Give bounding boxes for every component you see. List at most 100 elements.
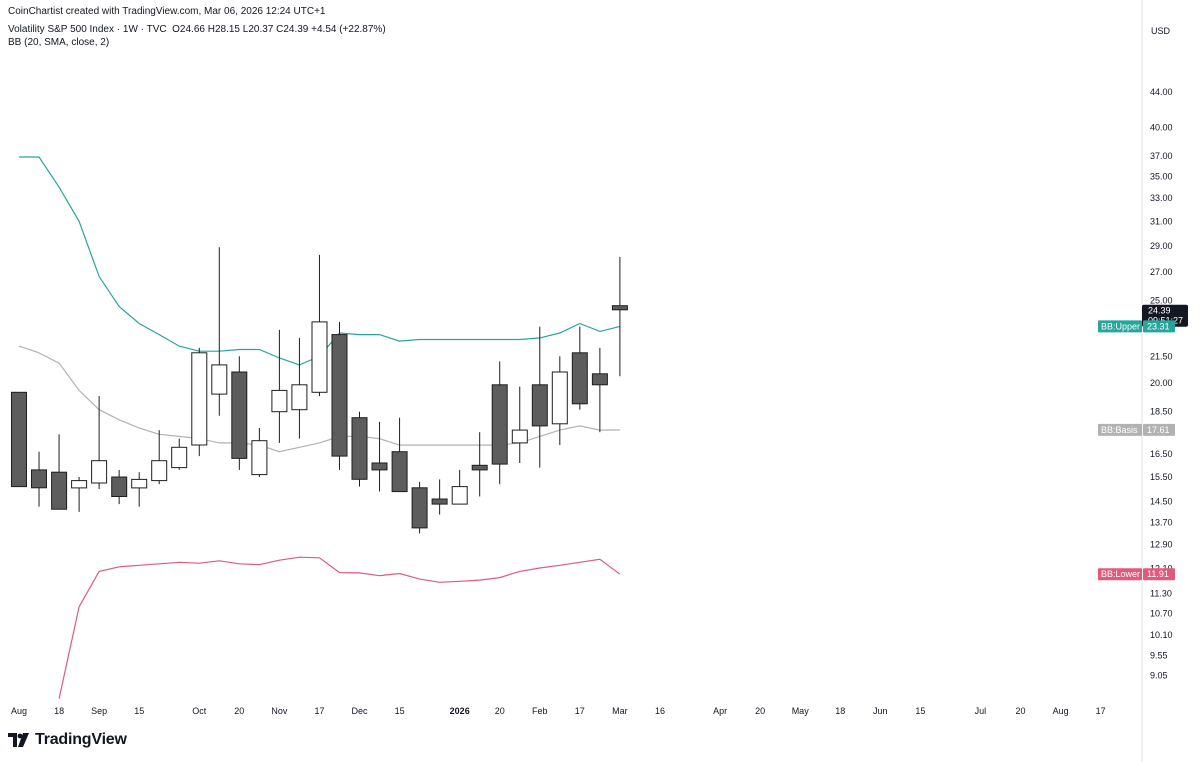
currency-label: USD bbox=[1151, 26, 1171, 36]
price-tick-label: 10.70 bbox=[1150, 609, 1173, 619]
candle bbox=[451, 469, 468, 505]
time-tick-label: Dec bbox=[351, 706, 368, 716]
candle-body-up bbox=[291, 384, 308, 411]
time-tick-label: 20 bbox=[495, 706, 505, 716]
candle bbox=[591, 347, 608, 433]
price-tick-label: 31.00 bbox=[1150, 216, 1173, 226]
candle bbox=[171, 438, 188, 470]
price-tick-label: 18.50 bbox=[1150, 407, 1173, 417]
candle-body-down bbox=[391, 451, 408, 493]
candle bbox=[551, 356, 568, 446]
candle bbox=[11, 391, 27, 488]
candle bbox=[31, 451, 47, 507]
candle bbox=[291, 337, 308, 439]
price-tick-label: 25.00 bbox=[1150, 296, 1173, 306]
candle-body-up bbox=[131, 478, 148, 489]
candle bbox=[311, 254, 328, 397]
price-tick-label: 35.00 bbox=[1150, 172, 1173, 182]
time-tick-label: Feb bbox=[532, 706, 548, 716]
time-tick-label: Sep bbox=[91, 706, 107, 716]
candle bbox=[251, 428, 268, 477]
candle-body-up bbox=[251, 440, 268, 476]
price-axis[interactable]: 44.00 40.00 37.00 35.00 33.00 31.00 29.00 27.00… bbox=[1150, 87, 1173, 680]
time-tick-label: Nov bbox=[271, 706, 288, 716]
price-tick-label: 29.00 bbox=[1150, 241, 1173, 251]
tradingview-logo-icon bbox=[8, 733, 29, 747]
band-tag-name: BB:Basis bbox=[1101, 425, 1138, 435]
price-tick-label: 15.50 bbox=[1150, 472, 1173, 482]
time-tick-label: 15 bbox=[395, 706, 405, 716]
candle-body-down bbox=[431, 498, 448, 505]
time-tick-label: 17 bbox=[575, 706, 585, 716]
candle-body-down bbox=[531, 384, 548, 427]
brand-name: TradingView bbox=[35, 731, 127, 748]
band-tag-name-bg bbox=[1098, 320, 1142, 333]
candle bbox=[431, 479, 448, 515]
candle bbox=[331, 321, 348, 470]
band-tag-value: 11.91 bbox=[1147, 569, 1169, 579]
band-tag-name: BB:Upper bbox=[1101, 321, 1140, 331]
time-tick-label: 17 bbox=[1096, 706, 1106, 716]
price-tick-label: 33.00 bbox=[1150, 193, 1173, 203]
price-tick-label: 11.30 bbox=[1150, 589, 1172, 599]
time-tick-label: 20 bbox=[234, 706, 244, 716]
candle-body-down bbox=[571, 352, 588, 405]
candle bbox=[531, 326, 548, 468]
candle-body-up bbox=[191, 352, 208, 446]
band-tag-bb-upper: BB:Upper 23.31 bbox=[1098, 320, 1175, 333]
candle-body-down bbox=[11, 391, 27, 488]
time-tick-label: 15 bbox=[134, 706, 144, 716]
candle bbox=[91, 396, 108, 490]
time-tick-label: 18 bbox=[835, 706, 845, 716]
candle-body-down bbox=[411, 487, 428, 529]
time-tick-label: Mar bbox=[612, 706, 628, 716]
candle-body-down bbox=[591, 373, 608, 386]
time-tick-label: Aug bbox=[1053, 706, 1069, 716]
time-tick-label: 20 bbox=[1015, 706, 1025, 716]
time-axis[interactable]: Aug 18 Sep 15 Oct 20 Nov 17 Dec 15 2026 20 Feb 17 Mar 1… bbox=[11, 706, 1106, 716]
candle-body-down bbox=[231, 371, 248, 459]
price-tick-label: 13.70 bbox=[1150, 518, 1173, 528]
candle-body-down bbox=[371, 462, 388, 471]
candle-body-up bbox=[91, 460, 108, 484]
candle bbox=[191, 347, 208, 457]
price-tick-label: 10.10 bbox=[1150, 630, 1173, 640]
candle-body-up bbox=[151, 460, 168, 482]
candle-body-down bbox=[51, 471, 68, 510]
candle-body-up bbox=[511, 429, 528, 444]
band-tag-value: 17.61 bbox=[1147, 425, 1170, 435]
candle-body-down bbox=[471, 464, 488, 471]
price-tick-label: 37.00 bbox=[1150, 151, 1173, 161]
candle-body-down bbox=[491, 384, 508, 465]
price-tick-label: 20.00 bbox=[1150, 378, 1173, 388]
tradingview-logo[interactable]: TradingView bbox=[8, 731, 127, 749]
time-tick-label: 17 bbox=[314, 706, 324, 716]
time-tick-label: 2026 bbox=[450, 706, 470, 716]
candle bbox=[71, 477, 88, 512]
candle bbox=[411, 481, 428, 534]
created-caption: CoinChartist created with TradingView.co… bbox=[8, 6, 326, 17]
time-tick-label: 20 bbox=[755, 706, 765, 716]
time-tick-label: Apr bbox=[713, 706, 727, 716]
price-tick-label: 12.90 bbox=[1150, 540, 1173, 550]
candle bbox=[231, 356, 248, 470]
candle bbox=[511, 386, 528, 463]
candle bbox=[211, 247, 228, 416]
time-tick-label: 15 bbox=[915, 706, 925, 716]
candle-body-up bbox=[551, 371, 568, 425]
ohlc-values: O24.66 H28.15 L20.37 C24.39 +4.54 (+22.8… bbox=[172, 24, 386, 35]
time-tick-label: May bbox=[792, 706, 810, 716]
candles bbox=[11, 247, 628, 534]
band-tags: BB:Upper 23.31 BB:Basis 17.61 BB:Lower 11.91 bbox=[1098, 320, 1175, 581]
candle bbox=[491, 361, 508, 485]
time-tick-label: 16 bbox=[655, 706, 665, 716]
symbol-name: Volatility S&P 500 Index · 1W · TVC bbox=[8, 24, 167, 35]
time-tick-label: Jun bbox=[873, 706, 888, 716]
candle-body-up bbox=[311, 321, 328, 393]
candle bbox=[471, 432, 488, 497]
candle bbox=[131, 472, 148, 507]
candle-body-up bbox=[71, 480, 88, 489]
candle-body-down bbox=[111, 476, 128, 497]
price-tick-label: 16.50 bbox=[1150, 449, 1173, 459]
